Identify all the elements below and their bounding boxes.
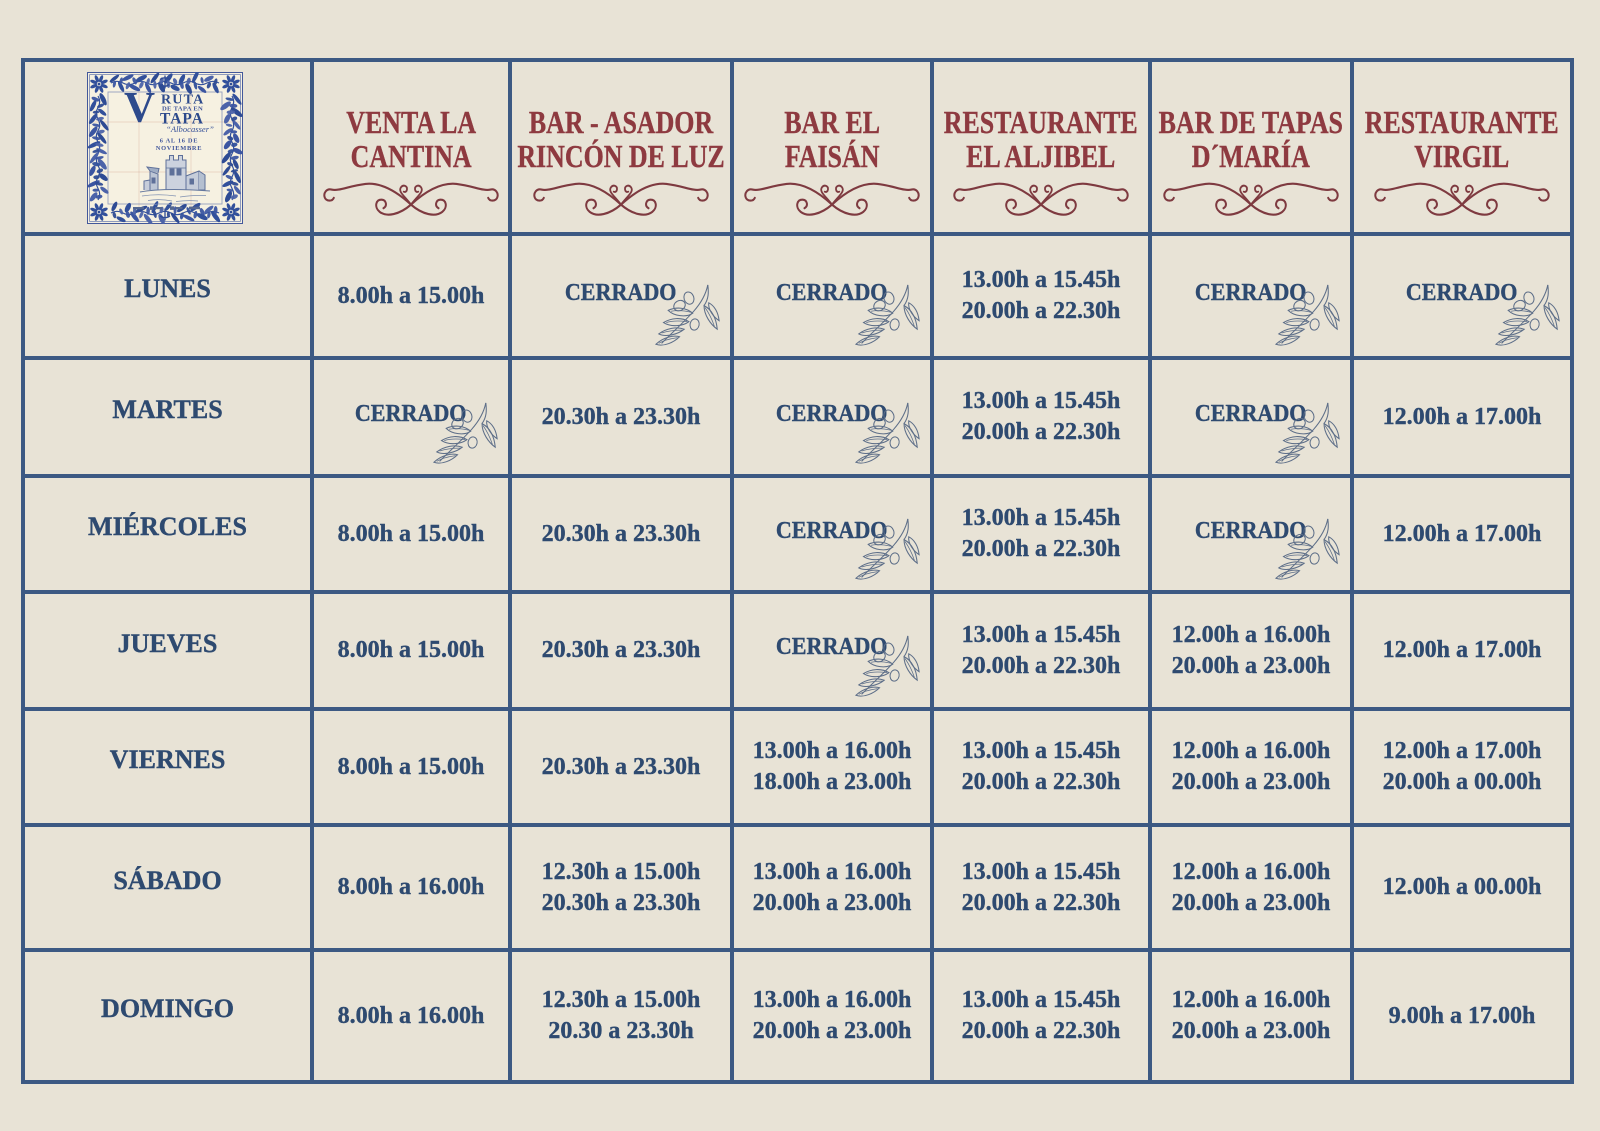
- svg-text:V: V: [124, 85, 155, 132]
- svg-text:NOVIEMBRE: NOVIEMBRE: [155, 145, 201, 152]
- svg-text:DE TAPA EN: DE TAPA EN: [162, 106, 203, 113]
- svg-text:6 AL 16 DE: 6 AL 16 DE: [159, 138, 197, 145]
- svg-text:RUTA: RUTA: [161, 93, 204, 108]
- svg-text:TAPA: TAPA: [160, 111, 204, 128]
- svg-text:“Albocasser”: “Albocasser”: [166, 124, 214, 134]
